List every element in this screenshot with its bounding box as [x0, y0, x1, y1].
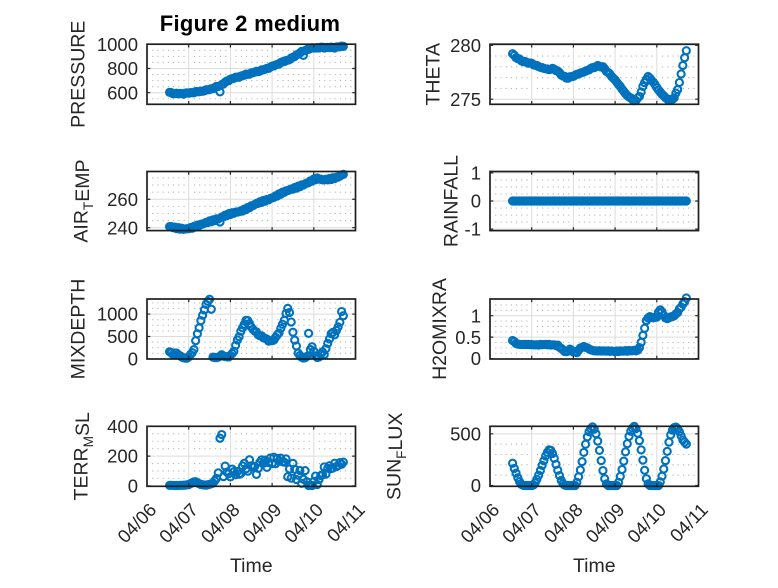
svg-text:1000: 1000 [97, 304, 138, 325]
svg-text:280: 280 [450, 35, 481, 56]
svg-text:200: 200 [107, 446, 138, 467]
svg-text:800: 800 [107, 58, 138, 79]
svg-text:240: 240 [107, 217, 138, 238]
svg-text:500: 500 [450, 423, 481, 444]
svg-text:0: 0 [471, 191, 481, 212]
svg-text:1: 1 [471, 305, 481, 326]
svg-text:260: 260 [107, 189, 138, 210]
svg-text:500: 500 [107, 326, 138, 347]
svg-text:600: 600 [107, 82, 138, 103]
svg-text:-1: -1 [465, 219, 481, 240]
svg-text:RAINFALL: RAINFALL [441, 155, 463, 247]
svg-text:TERRMSL: TERRMSL [71, 412, 97, 500]
svg-text:400: 400 [107, 416, 138, 437]
svg-text:0: 0 [128, 475, 138, 496]
svg-text:0.5: 0.5 [455, 327, 481, 348]
svg-text:0: 0 [128, 349, 138, 370]
svg-text:1000: 1000 [97, 34, 138, 55]
svg-text:0: 0 [471, 348, 481, 369]
svg-text:Figure 2 medium: Figure 2 medium [160, 11, 341, 36]
svg-text:Time: Time [573, 555, 616, 577]
svg-text:MIXDEPTH: MIXDEPTH [68, 279, 90, 380]
svg-text:1: 1 [471, 163, 481, 184]
svg-text:H2OMIXRA: H2OMIXRA [429, 278, 451, 380]
svg-text:0: 0 [471, 475, 481, 496]
svg-text:275: 275 [450, 89, 481, 110]
svg-text:Time: Time [230, 555, 273, 577]
svg-text:PRESSURE: PRESSURE [68, 21, 90, 128]
svg-text:THETA: THETA [423, 43, 445, 105]
svg-text:AIRTEMP: AIRTEMP [71, 160, 97, 243]
